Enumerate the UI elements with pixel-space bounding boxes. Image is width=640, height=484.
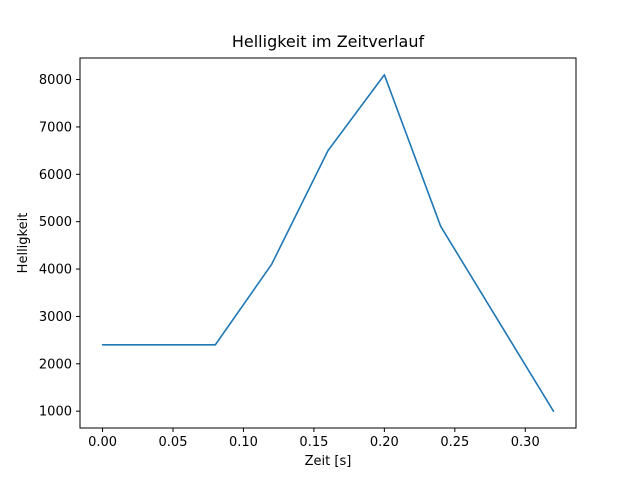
y-tick-label: 3000 [39, 310, 72, 325]
plot-area: 0.00 0.05 0.10 0.15 0.20 0.25 0.30 1000 2000 3000… [39, 57, 577, 450]
x-tick-label: 0.25 [440, 435, 469, 450]
x-tick-label: 0.10 [229, 435, 258, 450]
y-tick-label: 5000 [39, 215, 72, 230]
y-tick-label: 4000 [39, 263, 72, 278]
x-tick-label: 0.20 [370, 435, 399, 450]
x-tick-label: 0.30 [511, 435, 540, 450]
axes-frame [79, 57, 577, 429]
y-tick-label: 8000 [39, 73, 72, 88]
x-tick-label: 0.00 [88, 435, 117, 450]
y-tick-label: 6000 [39, 168, 72, 183]
x-axis-label: Zeit [s] [305, 454, 352, 469]
y-tick-label: 7000 [39, 120, 72, 135]
x-tick-label: 0.15 [299, 435, 328, 450]
y-axis-label: Helligkeit [16, 213, 31, 274]
x-tick-label: 0.05 [159, 435, 188, 450]
chart-title: Helligkeit im Zeitverlauf [232, 32, 425, 51]
data-line-helligkeit [101, 74, 555, 412]
y-tick-label: 2000 [39, 357, 72, 372]
y-tick-label: 1000 [39, 405, 72, 420]
